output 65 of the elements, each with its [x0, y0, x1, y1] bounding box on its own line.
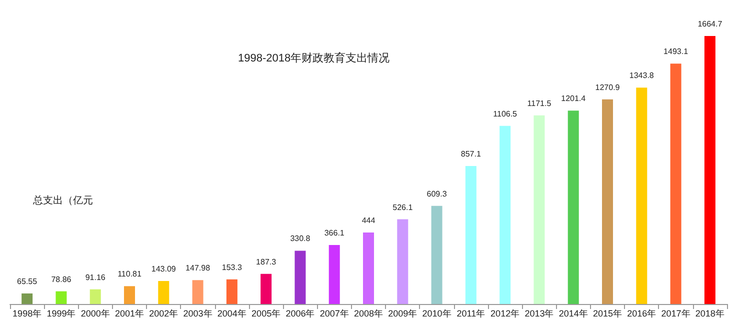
data-label: 1343.8 [629, 71, 654, 80]
bar [192, 280, 204, 304]
data-label: 1106.5 [493, 109, 518, 118]
bar [431, 206, 442, 304]
bar [534, 115, 545, 304]
bar [465, 166, 476, 304]
x-tick-label: 2016年 [627, 308, 656, 318]
x-tick-label: 2009年 [388, 308, 418, 318]
data-label: 330.8 [290, 234, 311, 244]
x-tick-label: 2001年 [114, 308, 144, 318]
x-tick-label: 2003年 [183, 308, 212, 318]
bar [22, 293, 33, 304]
x-tick-label: 2005年 [252, 308, 281, 318]
x-tick-label: 2010年 [422, 308, 452, 318]
x-tick-label: 2012年 [490, 308, 520, 318]
bar [260, 274, 272, 304]
data-label: 609.3 [426, 189, 448, 198]
bar [226, 279, 238, 304]
x-tick-label: 2008年 [354, 308, 384, 318]
x-tick-label: 2015年 [592, 308, 622, 318]
bar [158, 280, 170, 304]
x-tick-label: 2017年 [661, 308, 690, 318]
x-tick-label: 2004年 [217, 308, 246, 318]
data-label: 1171.5 [527, 98, 552, 108]
data-label: 153.3 [222, 262, 242, 272]
bar [90, 289, 101, 304]
bar [704, 36, 716, 304]
bar [500, 126, 511, 304]
x-tick-label: 2000年 [80, 308, 110, 318]
data-label: 1201.4 [561, 94, 586, 104]
data-label: 78.86 [51, 274, 72, 284]
x-tick-label: 2014年 [558, 308, 588, 318]
data-label: 1664.7 [698, 20, 723, 28]
bar [636, 88, 648, 304]
bar [124, 286, 135, 304]
data-label: 526.1 [392, 202, 414, 212]
data-label: 110.81 [118, 270, 142, 279]
text: 1998-2018年财政教育支出情况 [238, 52, 390, 64]
y-axis-title: 总支出（亿元 [32, 194, 93, 206]
bar [568, 110, 579, 304]
data-label: 65.55 [17, 276, 38, 286]
x-tick-label: 2007年 [320, 308, 349, 318]
data-label: 143.09 [151, 264, 176, 274]
data-label: 187.3 [256, 257, 277, 266]
x-tick-label: 2002年 [149, 308, 178, 318]
x-tick-label: 1999年 [46, 308, 76, 318]
data-label: 1493.1 [664, 47, 689, 56]
data-label: 91.16 [85, 272, 106, 282]
bar [670, 64, 682, 304]
data-label: 147.98 [186, 264, 211, 273]
x-tick-label: 2018年 [695, 308, 724, 318]
data-label: 1270.9 [595, 82, 620, 92]
bar [397, 219, 408, 304]
x-tick-label: 2011年 [456, 308, 486, 318]
data-label: 857.1 [460, 150, 482, 159]
x-tick-label: 2013年 [524, 308, 554, 318]
bar [294, 250, 306, 304]
bar [363, 232, 374, 304]
bar [602, 99, 613, 304]
bar [328, 245, 340, 304]
data-label: 444 [362, 216, 376, 226]
x-tick-label: 1998年 [12, 308, 42, 318]
bar [56, 291, 67, 304]
x-tick-label: 2006年 [286, 308, 315, 318]
data-label: 366.1 [324, 228, 345, 238]
